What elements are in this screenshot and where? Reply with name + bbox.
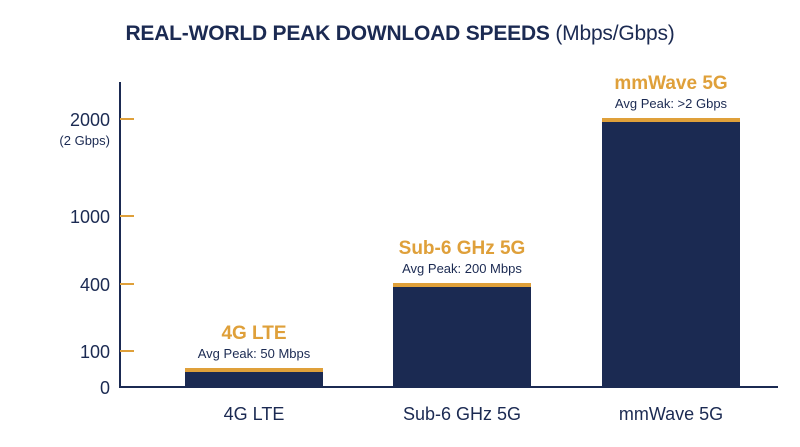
x-category-label-2: mmWave 5G xyxy=(619,404,723,424)
bar-title-label-2: mmWave 5G xyxy=(614,73,727,94)
bar-cap-2 xyxy=(602,118,740,122)
bar-subtitle-label-1: Avg Peak: 200 Mbps xyxy=(402,261,522,276)
bar-1 xyxy=(393,284,531,387)
bar-0 xyxy=(185,369,323,387)
y-tick-label-3: 1000 xyxy=(70,207,110,227)
y-tick-label-4: 2000 xyxy=(70,110,110,130)
y-tick-sublabel-4: (2 Gbps) xyxy=(59,133,110,148)
bar-cap-0 xyxy=(185,368,323,372)
bar-title-label-0: 4G LTE xyxy=(221,323,286,344)
x-category-label-1: Sub-6 GHz 5G xyxy=(403,404,521,424)
chart-title-main: REAL-WORLD PEAK DOWNLOAD SPEEDS xyxy=(125,22,550,45)
bar-cap-1 xyxy=(393,283,531,287)
bar-subtitle-label-2: Avg Peak: >2 Gbps xyxy=(615,96,728,111)
y-tick-label-2: 400 xyxy=(80,275,110,295)
bar-subtitle-label-0: Avg Peak: 50 Mbps xyxy=(198,346,311,361)
x-category-label-0: 4G LTE xyxy=(224,404,285,424)
bar-2 xyxy=(602,119,740,387)
y-tick-label-1: 100 xyxy=(80,342,110,362)
bar-title-label-1: Sub-6 GHz 5G xyxy=(399,238,526,259)
chart-title: REAL-WORLD PEAK DOWNLOAD SPEEDS (Mbps/Gb… xyxy=(0,22,800,46)
chart-title-unit: (Mbps/Gbps) xyxy=(555,22,675,45)
y-tick-label-0: 0 xyxy=(100,378,110,398)
